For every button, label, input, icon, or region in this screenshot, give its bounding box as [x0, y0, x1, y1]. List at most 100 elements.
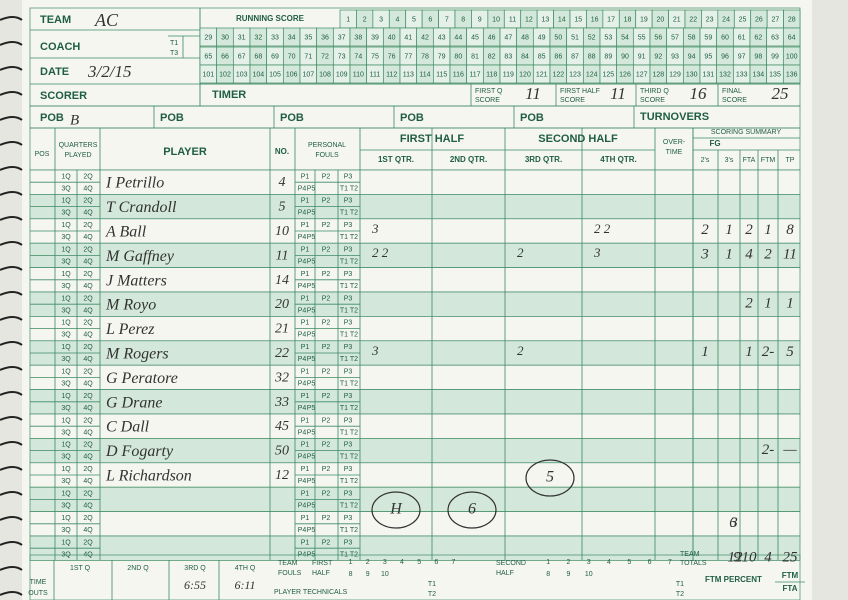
quarter-label: 2Q: [83, 222, 93, 229]
fouls-header: FOULS: [315, 152, 339, 159]
circled-mark-ring: [525, 459, 575, 497]
foul-label: P4: [298, 356, 307, 363]
period-score-label: FIRST HALF: [560, 88, 600, 95]
running-score-number: 90: [621, 53, 629, 60]
team-total: 10: [742, 549, 758, 565]
running-score-number: 50: [554, 34, 562, 41]
foul-label: P1: [301, 515, 310, 522]
running-score-number: 67: [238, 53, 246, 60]
player-name: G Drane: [106, 394, 162, 411]
foul-label: P5: [307, 454, 316, 461]
stat-header: FTM: [761, 157, 776, 164]
foul-label: P4: [298, 332, 307, 339]
quarter-label: 2Q: [83, 393, 93, 400]
quarter-label: 3Q: [61, 429, 71, 436]
running-score-number: 110: [353, 71, 364, 78]
running-score-number: 51: [571, 34, 579, 41]
quarter-label: 1Q: [61, 539, 71, 546]
scoring-summary-header: SCORING SUMMARY: [711, 129, 782, 136]
team-foul-number: 10: [585, 571, 593, 578]
running-score-number: 83: [504, 53, 512, 60]
t-label: T2: [428, 591, 436, 598]
foul-label: P2: [322, 173, 331, 180]
running-score-number: 60: [721, 34, 729, 41]
team-total: 12: [728, 549, 744, 565]
quarter-label: 3Q: [61, 234, 71, 241]
foul-label: T2: [350, 454, 358, 461]
quarter-label: 2Q: [83, 466, 93, 473]
time-out-quarter: 4TH Q: [235, 565, 256, 572]
running-score-number: 59: [704, 34, 712, 41]
quarter-label: 1Q: [61, 222, 71, 229]
team-foul-number: 8: [546, 571, 550, 578]
player-name: L Perez: [105, 321, 155, 338]
foul-label: P4: [298, 478, 307, 485]
foul-label: P3: [344, 247, 353, 254]
foul-label: P1: [301, 295, 310, 302]
foul-label: T1: [340, 210, 348, 217]
running-score-number: 33: [271, 34, 279, 41]
quarter-label: 2Q: [83, 417, 93, 424]
running-score-number: 134: [752, 71, 764, 78]
running-score-number: 112: [386, 71, 397, 78]
player-stat: 1: [701, 344, 709, 360]
foul-label: P5: [307, 283, 316, 290]
running-score-number: 46: [488, 34, 496, 41]
foul-label: P1: [301, 344, 310, 351]
foul-label: T2: [350, 332, 358, 339]
foul-label: P5: [307, 210, 316, 217]
player-number: 10: [275, 224, 289, 239]
foul-label: P3: [344, 442, 353, 449]
running-score-number: 54: [621, 34, 629, 41]
foul-label: P1: [301, 539, 310, 546]
player-number: 32: [274, 370, 289, 385]
foul-label: T1: [340, 381, 348, 388]
running-score-number: 28: [788, 16, 796, 23]
running-score-number: 122: [552, 71, 564, 78]
running-score-number: 48: [521, 34, 529, 41]
foul-label: T2: [350, 210, 358, 217]
quarter-label: 1Q: [61, 515, 71, 522]
second-half-header: SECOND HALF: [538, 133, 618, 145]
player-name: C Dall: [106, 419, 150, 436]
running-score-number: 136: [786, 71, 798, 78]
quarter-label: 2Q: [83, 271, 93, 278]
team-foul-number: 3: [383, 559, 387, 566]
time-out-value: 6:11: [234, 578, 255, 592]
running-score-number: 16: [591, 16, 599, 23]
team-foul-number: 4: [400, 559, 404, 566]
running-score-number: 42: [421, 34, 429, 41]
overtime-header: OVER-: [663, 139, 686, 146]
running-score-number: 113: [403, 71, 414, 78]
foul-label: P5: [307, 185, 316, 192]
foul-label: T2: [350, 185, 358, 192]
quarter-header: 2ND QTR.: [450, 155, 487, 164]
pos-header: POS: [35, 151, 50, 158]
foul-label: T1: [340, 234, 348, 241]
running-score-number: 92: [654, 53, 662, 60]
foul-label: P1: [301, 393, 310, 400]
running-score-number: 62: [754, 34, 762, 41]
foul-label: T1: [340, 307, 348, 314]
running-score-number: 117: [469, 71, 480, 78]
foul-label: P5: [307, 429, 316, 436]
running-score-number: 68: [254, 53, 262, 60]
quarter-label: 4Q: [83, 356, 93, 363]
player-number: 11: [276, 248, 289, 263]
quarter-label: 4Q: [83, 283, 93, 290]
foul-label: P4: [298, 185, 307, 192]
player-stat: 2: [745, 295, 753, 311]
no-header: NO.: [275, 147, 289, 156]
time-out-quarter: 1ST Q: [70, 565, 91, 572]
quarter-label: 3Q: [61, 283, 71, 290]
running-score-number: 55: [638, 34, 646, 41]
circled-mark: 5: [546, 469, 554, 486]
team-total: 4: [764, 549, 772, 565]
running-score-number: 31: [238, 34, 246, 41]
quarter-label: 3Q: [61, 405, 71, 412]
quarter-label: 2Q: [83, 515, 93, 522]
running-score-number: 77: [404, 53, 412, 60]
t3-label: T3: [170, 50, 178, 57]
